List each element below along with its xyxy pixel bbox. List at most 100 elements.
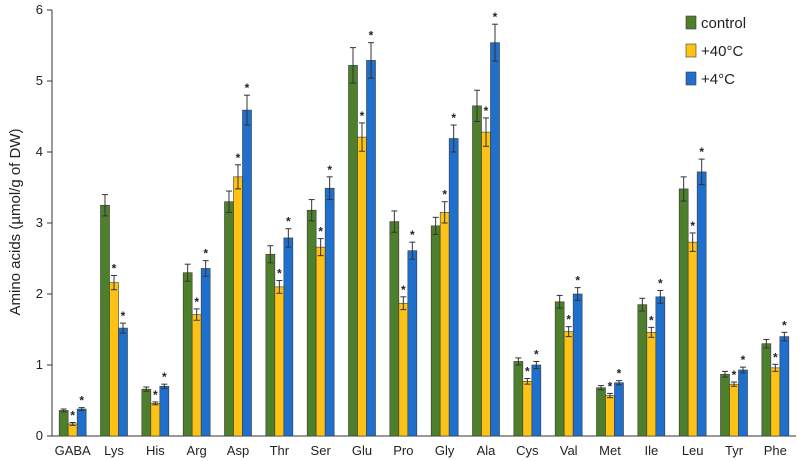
- bar-ser-1: [315, 246, 326, 437]
- bar-ile-2: [655, 296, 666, 437]
- y-tick-label: 3: [36, 215, 43, 230]
- significance-marker: *: [121, 309, 126, 323]
- bar-cys-1: [522, 381, 533, 437]
- bar-thr-1: [274, 286, 285, 437]
- bar-ala-2: [490, 42, 500, 437]
- bar-cys-2: [531, 364, 542, 437]
- significance-marker: *: [649, 313, 654, 327]
- significance-marker: *: [732, 368, 737, 382]
- x-tick-label: Gly: [435, 443, 455, 458]
- x-tick-label: Pro: [393, 443, 413, 458]
- significance-marker: *: [401, 283, 406, 297]
- bar-tyr-0: [720, 373, 730, 437]
- legend: control +40°C +4°C: [685, 15, 746, 88]
- x-tick-label: Glu: [352, 443, 372, 458]
- significance-marker: *: [782, 318, 787, 332]
- significance-marker: *: [369, 29, 374, 43]
- significance-marker: *: [245, 81, 250, 95]
- bar-pro-0: [389, 221, 400, 437]
- x-tick-label: Val: [560, 443, 578, 458]
- significance-marker: *: [318, 225, 323, 239]
- bar-met-2: [614, 382, 624, 437]
- significance-marker: *: [79, 394, 84, 408]
- significance-marker: *: [617, 367, 622, 381]
- significance-marker: *: [162, 370, 167, 384]
- legend-swatch: [685, 15, 697, 30]
- y-tick-label: 1: [36, 357, 43, 372]
- legend-label: control: [701, 15, 746, 32]
- bar-leu-1: [687, 241, 698, 437]
- significance-marker: *: [658, 276, 663, 290]
- x-tick-label: Cys: [516, 443, 539, 458]
- significance-marker: *: [484, 104, 489, 118]
- legend-swatch: [685, 43, 697, 58]
- x-tick-label: Phe: [764, 443, 787, 458]
- significance-marker: *: [277, 267, 282, 281]
- legend-label: +4°C: [701, 71, 735, 88]
- bar-lys-1: [109, 282, 119, 437]
- significance-marker: *: [236, 151, 241, 165]
- significance-marker: *: [534, 347, 539, 361]
- significance-marker: *: [153, 388, 158, 402]
- y-tick-label: 5: [36, 73, 43, 88]
- significance-marker: *: [525, 364, 530, 378]
- y-tick-label: 2: [36, 286, 43, 301]
- bar-thr-0: [265, 253, 276, 437]
- bar-tyr-2: [738, 369, 748, 437]
- bar-glu-1: [357, 136, 367, 437]
- bar-val-2: [572, 293, 583, 437]
- bar-arg-2: [200, 268, 211, 437]
- bar-his-0: [141, 388, 152, 437]
- x-tick-label: Lys: [104, 443, 124, 458]
- bar-leu-0: [678, 188, 689, 437]
- significance-marker: *: [773, 350, 778, 364]
- bar-lys-2: [118, 327, 128, 437]
- x-tick-label: Asp: [227, 443, 249, 458]
- significance-marker: *: [451, 111, 456, 125]
- x-tick-label: Thr: [270, 443, 290, 458]
- bar-gaba-2: [76, 408, 87, 437]
- bar-val-1: [563, 331, 574, 437]
- bar-ser-2: [324, 187, 335, 437]
- bar-ile-0: [637, 304, 648, 437]
- x-tick-label: Ile: [644, 443, 658, 458]
- significance-marker: *: [741, 353, 746, 367]
- significance-marker: *: [566, 313, 571, 327]
- bar-arg-0: [182, 272, 193, 437]
- x-tick-label: Tyr: [725, 443, 744, 458]
- x-tick-label: Ala: [477, 443, 497, 458]
- significance-marker: *: [442, 188, 447, 202]
- x-tick-label: Arg: [187, 443, 207, 458]
- bar-met-1: [605, 395, 615, 437]
- bar-phe-1: [770, 367, 781, 437]
- significance-marker: *: [194, 295, 199, 309]
- bar-gly-0: [430, 225, 441, 437]
- bar-gaba-0: [58, 410, 69, 437]
- bar-phe-2: [779, 336, 790, 437]
- bar-cys-0: [513, 361, 524, 437]
- bar-asp-2: [242, 109, 252, 437]
- significance-marker: *: [699, 145, 704, 159]
- bar-his-2: [159, 385, 170, 437]
- x-tick-label: Ser: [311, 443, 332, 458]
- bar-leu-2: [696, 171, 707, 437]
- significance-marker: *: [112, 262, 117, 276]
- significance-marker: *: [327, 163, 332, 177]
- significance-marker: *: [410, 228, 415, 242]
- significance-marker: *: [575, 274, 580, 288]
- bar-ala-1: [481, 131, 491, 437]
- bar-gly-2: [448, 138, 459, 437]
- bar-pro-1: [398, 302, 409, 437]
- bar-asp-1: [233, 176, 243, 437]
- bar-val-0: [554, 301, 565, 437]
- significance-marker: *: [690, 219, 695, 233]
- significance-marker: *: [360, 109, 365, 123]
- bar-met-0: [596, 387, 606, 437]
- bar-arg-1: [191, 314, 202, 437]
- x-tick-label: Leu: [682, 443, 704, 458]
- bars: * * * * * * * * * * * * * * * * * * * * * * * * * * * * * * * * * * * *: [58, 10, 790, 437]
- significance-marker: *: [286, 215, 291, 229]
- x-tick-label: Met: [599, 443, 621, 458]
- bar-ala-0: [472, 105, 482, 437]
- bar-ile-1: [646, 332, 657, 437]
